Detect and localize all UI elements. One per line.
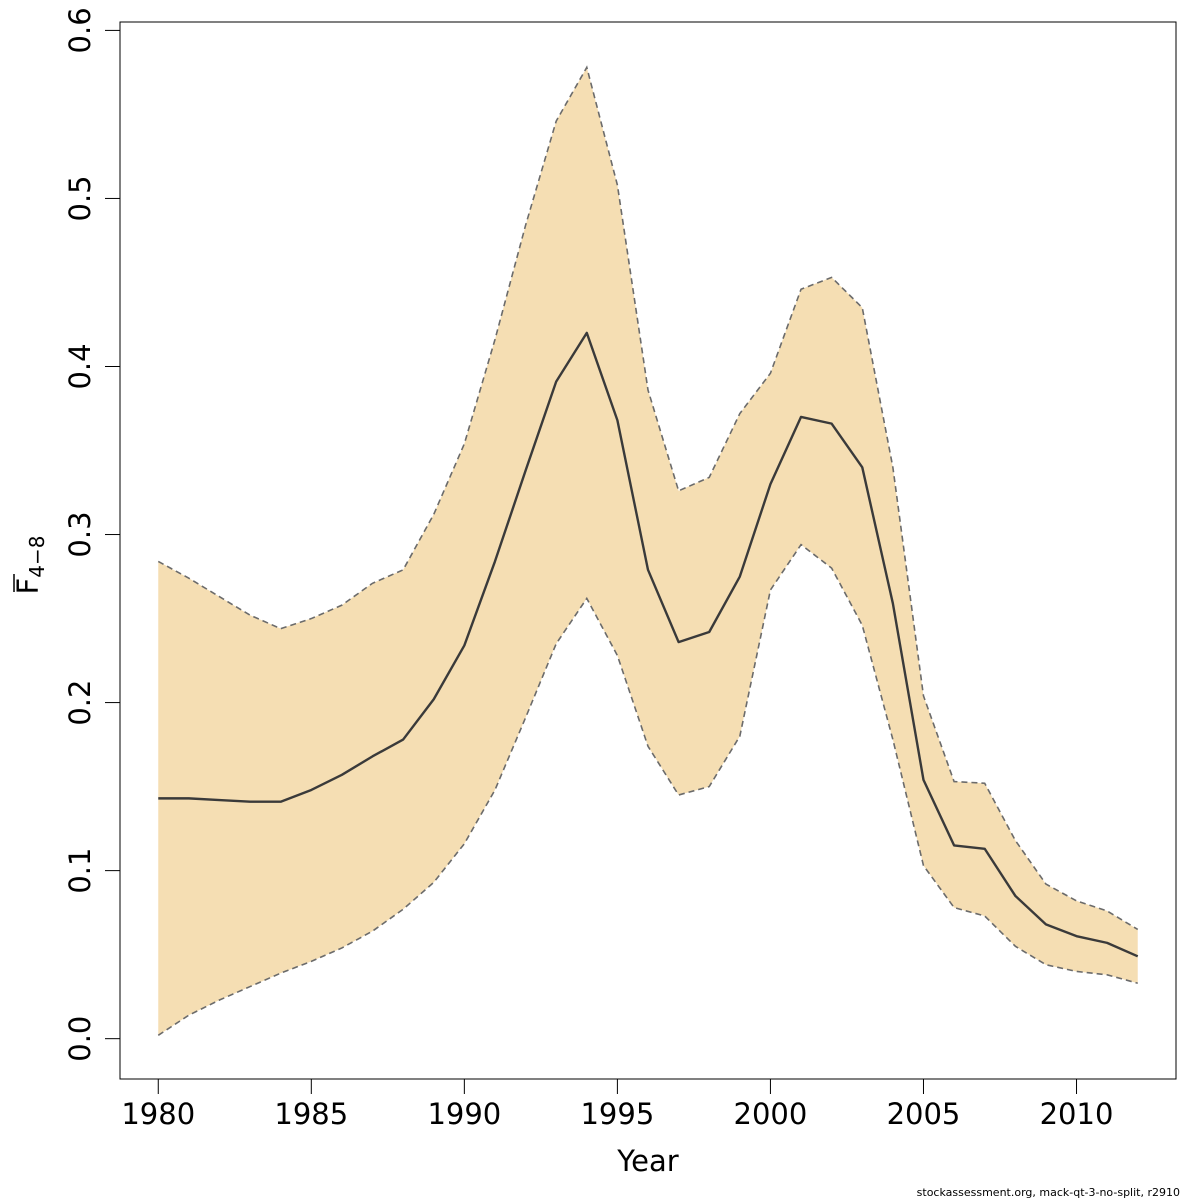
y-axis-title-sub: 4−8 [25, 536, 49, 578]
x-tick-label: 2000 [734, 1097, 808, 1131]
x-axis-title: Year [616, 1144, 678, 1178]
x-tick-label: 1980 [121, 1097, 195, 1131]
confidence-band-fill [158, 67, 1138, 1036]
upper-bound-line [157, 65, 1139, 931]
y-tick-label: 0.2 [63, 680, 97, 726]
y-tick-label: 0.6 [63, 7, 97, 53]
series-line-layer [158, 331, 1139, 958]
y-axis: 0.0 0.1 0.2 0.3 0.4 0.5 0.6 [63, 7, 121, 1062]
x-tick-label: 2010 [1040, 1097, 1114, 1131]
y-tick-label: 0.0 [63, 1016, 97, 1062]
svg-text:F4−8: F4−8 [11, 536, 49, 595]
x-tick-label: 2005 [887, 1097, 961, 1131]
y-tick-label: 0.3 [63, 511, 97, 557]
y-tick-label: 0.1 [63, 848, 97, 894]
y-axis-title: F4−8 [11, 536, 49, 595]
y-axis-title-main: F [11, 578, 45, 595]
footer-credit: stockassessment.org, mack-qt-3-no-split,… [917, 1186, 1180, 1199]
confidence-band-layer [157, 65, 1139, 1036]
y-tick-label: 0.4 [63, 343, 97, 389]
series-line-0 [158, 331, 1139, 958]
lower-bound-line [157, 543, 1138, 1036]
x-tick-label: 1990 [427, 1097, 501, 1131]
x-tick-label: 1995 [580, 1097, 654, 1131]
y-tick-label: 0.5 [63, 175, 97, 221]
x-tick-label: 1985 [274, 1097, 348, 1131]
x-axis: 1980 1985 1990 1995 2000 2005 2010 [121, 1078, 1114, 1131]
